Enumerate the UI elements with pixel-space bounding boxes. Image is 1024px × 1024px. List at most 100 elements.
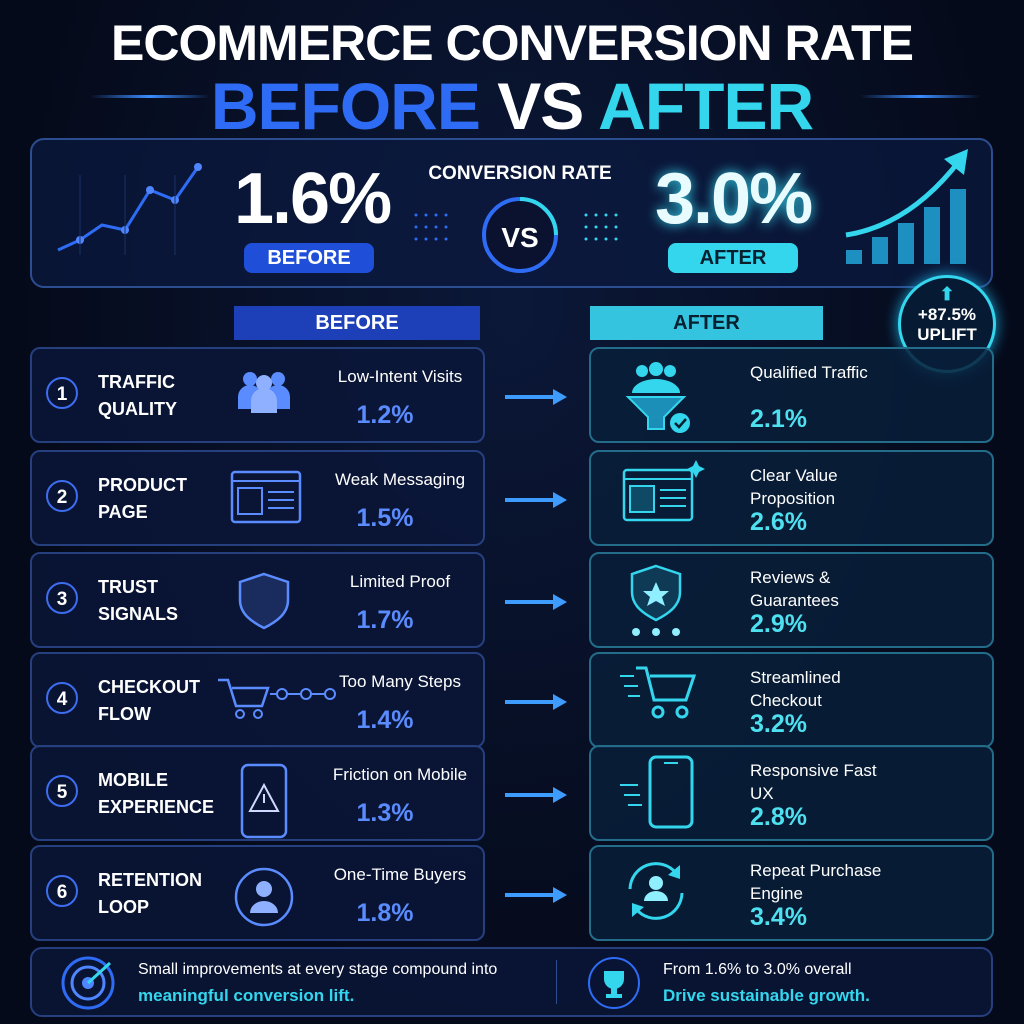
after-value: 3.0% <box>655 159 813 239</box>
before-text: One-Time Buyers <box>333 865 467 884</box>
after-value: 3.2% <box>750 710 807 738</box>
footer-left-1: Small improvements at every stage compou… <box>138 961 498 978</box>
after-icon <box>620 755 710 840</box>
before-value: 1.6% <box>234 159 392 239</box>
after-column-header: AFTER <box>590 306 823 340</box>
before-icon-svg <box>230 470 302 524</box>
footer <box>30 947 993 1017</box>
stage-label: RETENTION <box>98 870 203 890</box>
title: ECOMMERCE CONVERSION RATE <box>111 15 914 71</box>
before-card <box>30 745 485 841</box>
before-icon <box>228 863 358 948</box>
before-text: Limited Proof <box>349 572 451 591</box>
before-icon <box>228 365 358 450</box>
stage-label: EXPERIENCE <box>98 797 215 817</box>
stage-label: QUALITY <box>98 399 177 419</box>
after-icon <box>620 855 710 940</box>
arrow-svg <box>505 887 567 903</box>
arrow-svg <box>505 389 567 405</box>
after-text: Repeat Purchase Engine <box>750 861 882 903</box>
vs-label: VS <box>501 222 539 253</box>
after-text: Clear Value Proposition <box>750 466 838 508</box>
decor-line <box>90 95 210 98</box>
row-number: 1 <box>46 377 78 409</box>
after-icon-svg <box>622 460 705 522</box>
row-number: 5 <box>46 775 78 807</box>
after-icon-svg <box>628 862 684 920</box>
before-text: Low-Intent Visits <box>337 367 463 386</box>
after-text: Reviews & Guarantees <box>750 568 839 610</box>
before-text: Friction on Mobile <box>332 765 468 784</box>
after-pill: AFTER <box>668 243 798 273</box>
before-value: 1.7% <box>356 606 414 634</box>
stage-label: TRAFFIC <box>98 372 175 392</box>
before-icon-svg <box>234 867 294 927</box>
trophy-icon <box>588 957 640 1009</box>
arrow <box>503 385 573 414</box>
stage-label: LOOP <box>98 897 150 917</box>
arrow <box>503 783 573 812</box>
target-icon <box>61 956 115 1010</box>
before-icon <box>228 570 358 655</box>
vs-badge <box>414 197 618 273</box>
after-icon-svg <box>625 362 690 433</box>
stage-label: SIGNALS <box>98 604 179 624</box>
arrow <box>503 488 573 517</box>
after-value: 3.4% <box>750 903 807 931</box>
before-value: 1.2% <box>356 401 414 429</box>
before-card <box>30 450 485 546</box>
before-value: 1.5% <box>356 504 414 532</box>
arrow-svg <box>505 787 567 803</box>
after-value: 2.8% <box>750 803 807 831</box>
before-icon <box>216 670 346 755</box>
row-number: 2 <box>46 480 78 512</box>
before-icon <box>228 763 358 848</box>
after-text: Streamlined Checkout <box>750 668 841 710</box>
after-icon-svg <box>620 755 694 829</box>
arrow-svg <box>505 492 567 508</box>
after-icon-svg <box>630 564 682 636</box>
uplift-value: +87.5% <box>917 305 977 324</box>
stage-label: CHECKOUT <box>98 677 200 697</box>
before-icon <box>228 468 358 553</box>
arrow-svg <box>505 594 567 610</box>
before-icon-svg <box>238 372 290 413</box>
metric-label: CONVERSION RATE <box>428 163 612 184</box>
decor-line <box>860 95 980 98</box>
row-number: 4 <box>46 682 78 714</box>
subtitle: BEFORE VS AFTER <box>0 68 1024 144</box>
arrow <box>503 690 573 719</box>
stage-label: FLOW <box>98 704 151 724</box>
before-icon-svg <box>238 572 290 630</box>
uplift-arrow: ⬆ <box>939 284 955 304</box>
after-text: Qualified Traffic <box>750 363 868 382</box>
title-vs: VS <box>497 69 584 143</box>
stage-label: MOBILE <box>98 770 168 790</box>
before-value: 1.4% <box>356 706 414 734</box>
row-number: 6 <box>46 875 78 907</box>
arrow <box>503 590 573 619</box>
before-icon-svg <box>218 678 336 719</box>
arrow <box>503 883 573 912</box>
after-value: 2.1% <box>750 405 807 433</box>
title-after: AFTER <box>598 69 814 143</box>
stage-label: PAGE <box>98 502 148 522</box>
line-icon <box>57 163 202 255</box>
before-pill: BEFORE <box>244 243 374 273</box>
after-icon <box>620 562 710 647</box>
footer-right-2: Drive sustainable growth. <box>663 986 870 1005</box>
arrow-svg <box>505 694 567 710</box>
after-card <box>589 450 994 546</box>
after-icon <box>620 662 710 747</box>
stage-label: TRUST <box>98 577 158 597</box>
footer-divider <box>556 960 557 1004</box>
before-column-header: BEFORE <box>234 306 480 340</box>
after-value: 2.9% <box>750 610 807 638</box>
footer-left-2: meaningful conversion lift. <box>138 986 355 1005</box>
before-value: 1.8% <box>356 899 414 927</box>
after-card <box>589 745 994 841</box>
before-text: Too Many Steps <box>339 672 461 691</box>
after-icon <box>620 460 710 545</box>
bar-icon <box>845 149 968 264</box>
